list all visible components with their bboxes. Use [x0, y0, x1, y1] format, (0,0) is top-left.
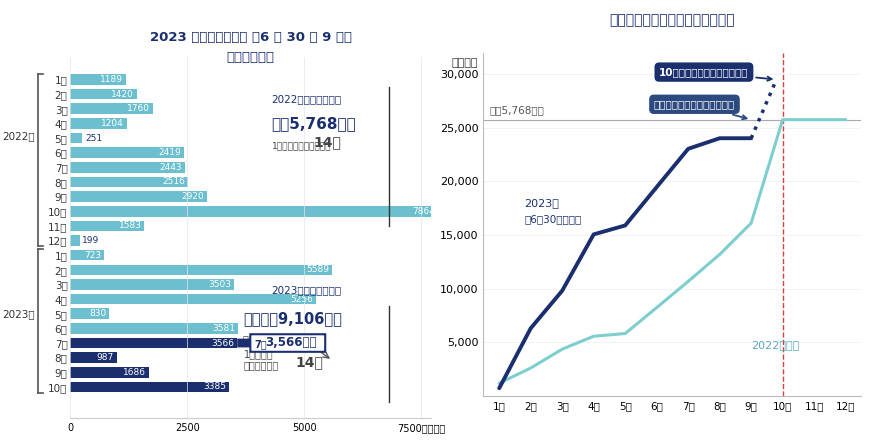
Bar [70, 352, 117, 363]
Text: 実施ベースでの値上げ品目数動向: 実施ベースでの値上げ品目数動向 [609, 13, 734, 27]
Text: 251: 251 [85, 133, 102, 143]
Text: 1189: 1189 [100, 75, 123, 84]
Text: 1583: 1583 [119, 221, 141, 231]
Text: 3566: 3566 [212, 338, 234, 348]
FancyBboxPatch shape [250, 334, 325, 352]
Text: 1686: 1686 [123, 368, 147, 377]
Text: 2022年: 2022年 [3, 131, 35, 141]
Text: ２万5,768品目: ２万5,768品目 [271, 116, 356, 131]
Text: 2023年: 2023年 [524, 198, 558, 208]
Bar [70, 162, 184, 172]
Bar [70, 235, 80, 246]
Text: 14％: 14％ [295, 355, 322, 369]
Bar [70, 264, 332, 275]
Text: 5256: 5256 [291, 295, 313, 304]
Text: 2022年実績: 2022年実績 [751, 340, 798, 350]
Text: 14％: 14％ [313, 135, 342, 149]
Text: 2516: 2516 [162, 177, 185, 187]
Text: 1420: 1420 [112, 90, 133, 99]
Text: （品目）: （品目） [451, 58, 478, 68]
Text: 3503: 3503 [208, 280, 231, 289]
Text: 830: 830 [89, 309, 106, 318]
Text: 987: 987 [97, 353, 113, 362]
Bar [70, 89, 137, 99]
Text: 3581: 3581 [212, 324, 234, 333]
Text: ２万5,768品目: ２万5,768品目 [489, 105, 544, 115]
Text: 2443: 2443 [159, 163, 182, 172]
Bar [70, 133, 82, 143]
Text: 累計２万9,106品目: 累計２万9,106品目 [243, 311, 342, 326]
Polygon shape [237, 339, 261, 348]
Bar [70, 294, 316, 304]
Text: 2023 年の食品値上げ （6 月 30 日 9 時）: 2023 年の食品値上げ （6 月 30 日 9 時） [149, 31, 351, 44]
Bar [70, 191, 206, 202]
Text: （6月30日時点）: （6月30日時点） [524, 214, 581, 224]
Text: 10月の値上げで年３万品目超: 10月の値上げで年３万品目超 [658, 67, 771, 81]
Bar [70, 206, 438, 216]
Text: 早ければ９月にも前年を突破: 早ければ９月にも前年を突破 [653, 99, 745, 119]
Bar [70, 338, 237, 348]
Bar [70, 367, 149, 378]
Text: 1204: 1204 [101, 119, 124, 128]
Bar [70, 118, 126, 128]
Bar [70, 381, 228, 392]
Text: 7月: 7月 [255, 339, 267, 349]
Text: 品目数／月別: 品目数／月別 [227, 51, 274, 64]
Text: 7864: 7864 [413, 207, 435, 216]
Bar [70, 250, 104, 260]
Text: 2419: 2419 [158, 148, 181, 157]
Text: 2920: 2920 [181, 192, 204, 201]
Text: 1760: 1760 [126, 104, 150, 113]
Bar [70, 147, 184, 158]
Bar [70, 103, 153, 114]
Text: 723: 723 [84, 251, 101, 260]
Text: 2023年: 2023年 [3, 309, 35, 319]
Text: 平均値上げ率: 平均値上げ率 [243, 361, 278, 370]
Text: 5589: 5589 [306, 265, 328, 274]
Text: 3,566品目: 3,566品目 [265, 336, 316, 349]
Bar [70, 279, 234, 290]
Text: 199: 199 [83, 236, 99, 245]
Bar [70, 220, 144, 231]
Bar [70, 323, 238, 334]
Text: 1回あたり: 1回あたり [243, 349, 273, 359]
Text: 2023年の食品値上げ: 2023年の食品値上げ [271, 285, 342, 295]
Text: 3385: 3385 [203, 382, 226, 392]
Text: 1回あたり平均値上げ率: 1回あたり平均値上げ率 [271, 141, 331, 150]
Bar [70, 308, 109, 319]
Bar [70, 74, 126, 85]
Text: 2022年の食品値上げ: 2022年の食品値上げ [271, 94, 342, 104]
Text: （前年比 113.0%）: （前年比 113.0%） [243, 334, 313, 344]
Bar [70, 177, 188, 187]
